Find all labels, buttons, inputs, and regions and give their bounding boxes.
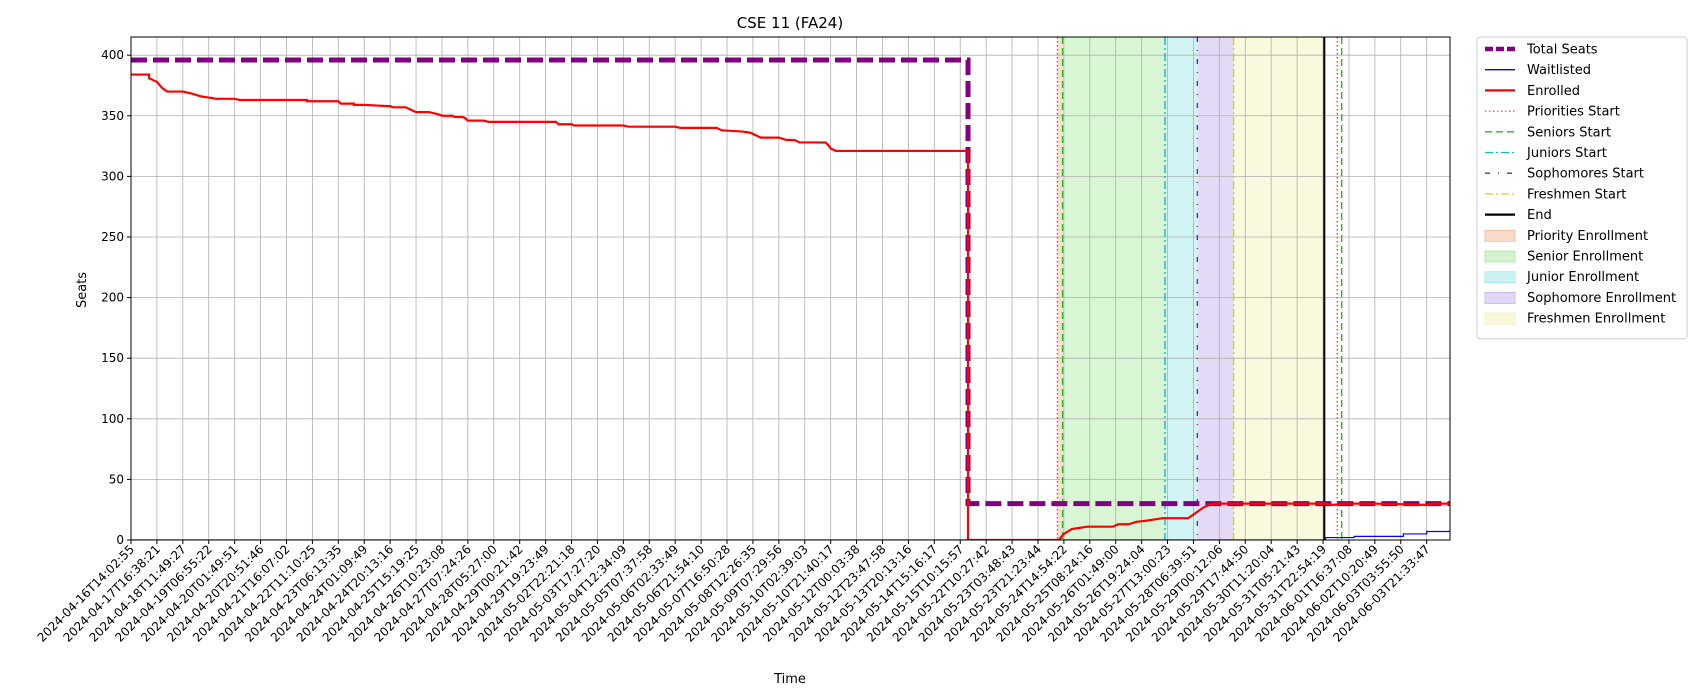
legend-label-juniors-start: Juniors Start (1526, 146, 1607, 161)
shaded-region-junior-enrollment (1164, 37, 1198, 540)
y-tick-label: 200 (101, 291, 124, 305)
legend-label-freshmen-start: Freshmen Start (1527, 187, 1626, 202)
legend-box (1476, 36, 1688, 340)
legend-label-priorities-start: Priorities Start (1527, 105, 1620, 120)
y-tick-label: 0 (116, 533, 124, 547)
series-line-waitlisted (131, 530, 1450, 540)
legend-swatch-sophomore-enrollment (1484, 291, 1516, 304)
shaded-region-sophomore-enrollment (1197, 37, 1234, 540)
legend-label-seniors-start: Seniors Start (1527, 125, 1611, 140)
legend: Total Seats Waitlisted Enrolled Priorities … (1476, 36, 1688, 340)
legend-label-freshmen-enrollment: Freshmen Enrollment (1527, 312, 1665, 327)
legend-swatch-priority-enrollment (1484, 229, 1516, 242)
axes-frame (130, 36, 1451, 541)
series-line-enrolled (131, 73, 1450, 540)
x-axis-title: Time (773, 672, 806, 687)
legend-label-priority-enrollment: Priority Enrollment (1527, 229, 1648, 244)
legend-swatch-junior-enrollment (1484, 271, 1516, 284)
shaded-region-priority-enrollment (1057, 37, 1063, 540)
legend-label-waitlisted: Waitlisted (1527, 63, 1591, 78)
legend-label-sophomore-enrollment: Sophomore Enrollment (1527, 291, 1676, 306)
legend-swatch-senior-enrollment (1484, 250, 1516, 263)
legend-label-junior-enrollment: Junior Enrollment (1526, 270, 1639, 285)
legend-label-total-seats: Total Seats (1526, 43, 1598, 58)
shaded-region-freshmen-enrollment (1233, 37, 1325, 540)
series-group (131, 57, 1450, 540)
legend-label-senior-enrollment: Senior Enrollment (1527, 250, 1643, 265)
y-tick-label: 350 (101, 109, 124, 123)
plot-area: 0501001502002503003504002024-04-16T14:02… (35, 36, 1451, 645)
y-tick-label: 250 (101, 230, 124, 244)
legend-label-end: End (1527, 208, 1552, 223)
y-tick-label: 400 (101, 48, 124, 62)
y-axis-title: Seats (75, 272, 90, 308)
shaded-region-senior-enrollment (1062, 37, 1165, 540)
legend-swatch-freshmen-enrollment (1484, 312, 1516, 325)
y-tick-label: 300 (101, 169, 124, 183)
y-tick-label: 100 (101, 412, 124, 426)
legend-label-enrolled: Enrolled (1527, 84, 1580, 99)
legend-label-sophomores-start: Sophomores Start (1527, 167, 1644, 182)
chart-title: CSE 11 (FA24) (737, 14, 843, 32)
y-tick-label: 150 (101, 351, 124, 365)
y-tick-label: 50 (109, 472, 124, 486)
